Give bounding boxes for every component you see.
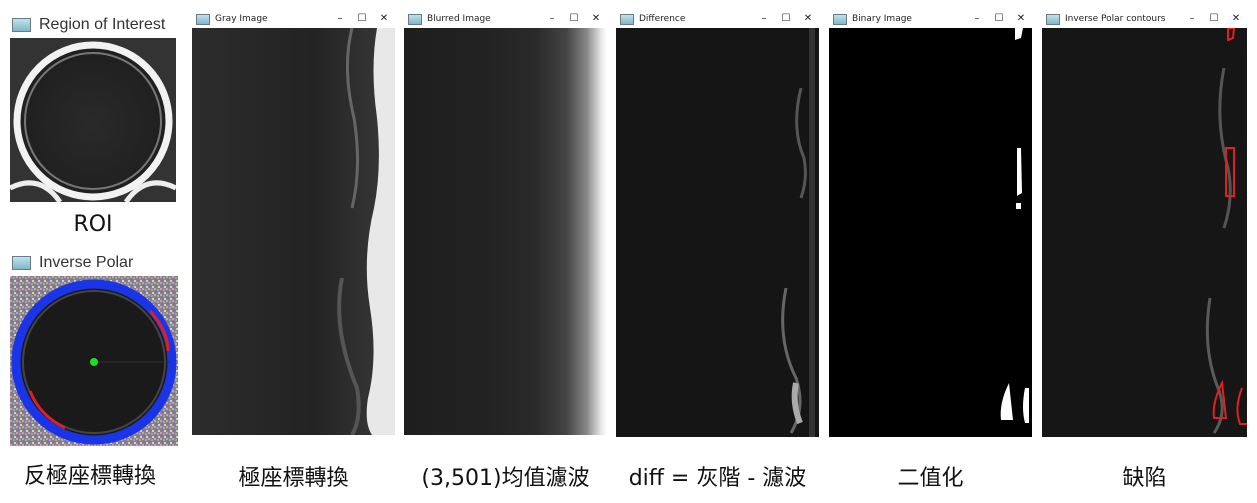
app-icon <box>196 13 210 25</box>
app-icon <box>12 256 31 270</box>
contours-window-title: Inverse Polar contours <box>1065 14 1166 24</box>
close-button[interactable]: ✕ <box>1016 13 1026 24</box>
contours-image <box>1042 28 1247 437</box>
inverse-polar-window-title: Inverse Polar <box>39 254 134 271</box>
roi-window-title: Region of Interest <box>39 16 166 33</box>
app-icon <box>408 13 422 25</box>
maximize-button[interactable]: ☐ <box>357 13 367 24</box>
binary-window-title: Binary Image <box>852 14 912 24</box>
contours-window-titlebar[interactable]: Inverse Polar contours – ☐ ✕ <box>1042 10 1247 28</box>
roi-caption: ROI <box>73 212 113 237</box>
app-icon <box>12 18 31 32</box>
binary-caption: 二值化 <box>897 466 964 491</box>
app-icon <box>620 13 634 25</box>
maximize-button[interactable]: ☐ <box>569 13 579 24</box>
app-icon <box>1046 13 1060 25</box>
close-button[interactable]: ✕ <box>1231 13 1241 24</box>
blurred-caption: (3,501)均值濾波 <box>421 466 590 491</box>
difference-caption: diff = 灰階 - 濾波 <box>628 466 807 491</box>
binary-window-titlebar[interactable]: Binary Image – ☐ ✕ <box>829 10 1032 28</box>
binary-image <box>829 28 1032 437</box>
difference-image <box>616 28 819 437</box>
close-button[interactable]: ✕ <box>379 13 389 24</box>
blurred-image <box>404 28 607 435</box>
roi-image <box>10 38 176 202</box>
inverse-polar-image <box>10 276 178 446</box>
inverse-polar-caption: 反極座標轉換 <box>23 464 156 489</box>
close-button[interactable]: ✕ <box>803 13 813 24</box>
difference-window-title: Difference <box>639 14 686 24</box>
blurred-window-title: Blurred Image <box>427 14 491 24</box>
gray-caption: 極座標轉換 <box>238 466 349 491</box>
blurred-window-titlebar[interactable]: Blurred Image – ☐ ✕ <box>404 10 607 28</box>
gray-window-titlebar[interactable]: Gray Image – ☐ ✕ <box>192 10 395 28</box>
app-icon <box>833 13 847 25</box>
maximize-button[interactable]: ☐ <box>994 13 1004 24</box>
roi-window-titlebar[interactable]: Region of Interest <box>12 14 165 36</box>
minimize-button[interactable]: – <box>549 13 555 24</box>
center-marker <box>90 358 98 366</box>
minimize-button[interactable]: – <box>1189 13 1195 24</box>
difference-window-titlebar[interactable]: Difference – ☐ ✕ <box>616 10 819 28</box>
minimize-button[interactable]: – <box>337 13 343 24</box>
maximize-button[interactable]: ☐ <box>1209 13 1219 24</box>
gray-image <box>192 28 395 435</box>
inverse-polar-window-titlebar[interactable]: Inverse Polar <box>12 252 133 274</box>
gray-window-title: Gray Image <box>215 14 268 24</box>
minimize-button[interactable]: – <box>761 13 767 24</box>
maximize-button[interactable]: ☐ <box>781 13 791 24</box>
close-button[interactable]: ✕ <box>591 13 601 24</box>
minimize-button[interactable]: – <box>974 13 980 24</box>
contours-caption: 缺陷 <box>1122 466 1167 491</box>
